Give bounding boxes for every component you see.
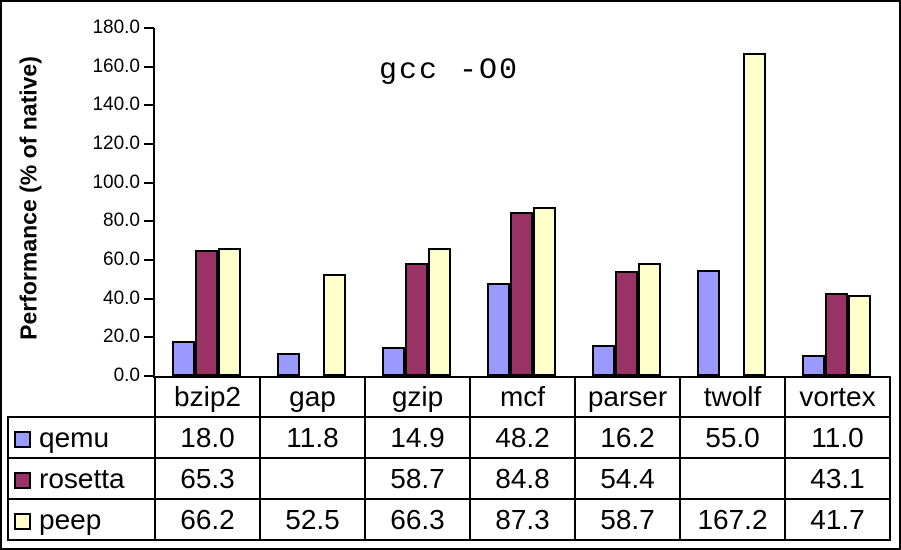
value-cell-qemu-parser: 16.2 — [574, 416, 681, 459]
y-axis-line — [153, 28, 155, 378]
bar-qemu-bzip2 — [172, 341, 195, 376]
chart-title: gcc -O0 — [378, 54, 520, 88]
legend-cell-rosetta: rosetta — [7, 457, 156, 500]
category-header-gzip: gzip — [364, 376, 471, 418]
legend-label-rosetta: rosetta — [39, 462, 125, 494]
bar-rosetta-vortex — [825, 293, 848, 376]
value-cell-qemu-gzip: 14.9 — [364, 416, 471, 459]
category-header-vortex: vortex — [784, 376, 891, 418]
value-cell-peep-bzip2: 66.2 — [154, 498, 261, 541]
bar-rosetta-mcf — [510, 212, 533, 376]
bar-rosetta-bzip2 — [195, 250, 218, 376]
table-row-qemu: qemu 18.0 11.8 14.9 48.2 16.2 55.0 11.0 — [7, 416, 891, 459]
bar-peep-twolf — [743, 53, 766, 376]
y-tick-label: 180.0 — [92, 17, 140, 38]
category-header-twolf: twolf — [679, 376, 786, 418]
bar-qemu-gzip — [382, 347, 405, 376]
bar-peep-bzip2 — [218, 248, 241, 376]
y-tick-mark — [144, 143, 154, 145]
y-tick-mark — [144, 259, 154, 261]
table-header-row: bzip2 gap gzip mcf parser twolf vortex — [8, 376, 891, 418]
bar-peep-gap — [323, 274, 346, 376]
bar-qemu-parser — [592, 345, 615, 376]
y-tick-label: 20.0 — [103, 326, 140, 348]
legend-label-peep: peep — [39, 503, 102, 535]
y-tick-mark — [144, 375, 154, 377]
y-axis-title: Performance (% of native) — [15, 56, 42, 340]
bar-rosetta-gzip — [405, 263, 428, 376]
table-corner-cell — [8, 377, 156, 418]
bar-peep-vortex — [848, 295, 871, 376]
value-cell-peep-mcf: 87.3 — [469, 498, 576, 541]
bar-qemu-twolf — [697, 270, 720, 376]
value-cell-rosetta-mcf: 84.8 — [469, 457, 576, 500]
y-tick-label: 120.0 — [92, 133, 140, 154]
value-cell-rosetta-gap — [259, 457, 366, 500]
category-header-bzip2: bzip2 — [154, 376, 261, 418]
category-header-mcf: mcf — [469, 376, 576, 418]
value-cell-rosetta-parser: 54.4 — [574, 457, 681, 500]
value-cell-rosetta-bzip2: 65.3 — [154, 457, 261, 500]
bar-peep-mcf — [533, 207, 556, 376]
legend-cell-peep: peep — [7, 498, 156, 541]
value-cell-peep-gzip: 66.3 — [364, 498, 471, 541]
category-header-gap: gap — [259, 376, 366, 418]
value-cell-rosetta-vortex: 43.1 — [784, 457, 891, 500]
bar-qemu-vortex — [802, 355, 825, 376]
category-header-parser: parser — [574, 376, 681, 418]
y-tick-mark — [144, 104, 154, 107]
legend-cell-qemu: qemu — [7, 416, 156, 459]
y-tick-label: 140.0 — [92, 94, 140, 116]
value-cell-peep-vortex: 41.7 — [784, 498, 891, 541]
bar-rosetta-parser — [615, 271, 638, 376]
table-row-peep: peep 66.2 52.5 66.3 87.3 58.7 167.2 41.7 — [7, 498, 891, 541]
y-tick-label: 80.0 — [103, 210, 140, 232]
y-tick-mark — [144, 297, 154, 300]
value-cell-peep-parser: 58.7 — [574, 498, 681, 541]
legend-label-qemu: qemu — [39, 421, 110, 453]
legend-swatch-qemu — [14, 430, 31, 448]
value-cell-rosetta-gzip: 58.7 — [364, 457, 471, 500]
value-cell-qemu-bzip2: 18.0 — [154, 416, 261, 459]
value-cell-qemu-gap: 11.8 — [259, 416, 366, 459]
y-tick-mark — [144, 181, 154, 184]
y-tick-label: 100.0 — [92, 171, 140, 193]
bar-peep-gzip — [428, 248, 451, 376]
value-cell-qemu-vortex: 11.0 — [784, 416, 891, 459]
y-tick-mark — [144, 65, 154, 68]
y-tick-mark — [144, 27, 154, 29]
bar-peep-parser — [638, 263, 661, 376]
bar-qemu-mcf — [487, 283, 510, 376]
bar-qemu-gap — [277, 353, 300, 376]
value-cell-peep-twolf: 167.2 — [679, 498, 786, 541]
legend-swatch-peep — [14, 512, 31, 530]
y-tick-label: 40.0 — [103, 287, 140, 309]
value-cell-qemu-mcf: 48.2 — [469, 416, 576, 459]
y-tick-mark — [144, 336, 154, 339]
table-row-rosetta: rosetta 65.3 58.7 84.8 54.4 43.1 — [7, 457, 891, 500]
y-tick-mark — [144, 220, 154, 223]
value-cell-rosetta-twolf — [679, 457, 786, 500]
value-cell-qemu-twolf: 55.0 — [679, 416, 786, 459]
value-cell-peep-gap: 52.5 — [259, 498, 366, 541]
data-table: bzip2 gap gzip mcf parser twolf vortex qemu 18.0… — [7, 376, 891, 541]
y-tick-label: 60.0 — [103, 249, 140, 270]
legend-swatch-rosetta — [14, 471, 31, 489]
y-tick-label: 160.0 — [92, 55, 140, 77]
